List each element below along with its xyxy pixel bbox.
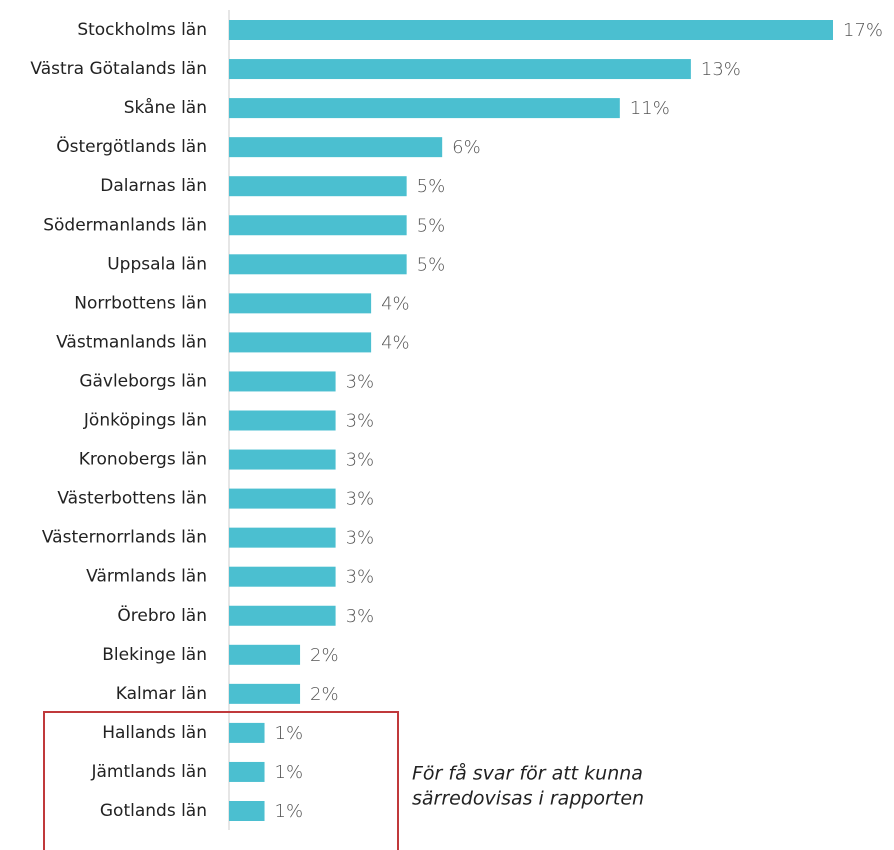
category-label: Norrbottens län	[74, 293, 207, 313]
value-label: 17%	[843, 20, 883, 41]
bar	[229, 215, 407, 236]
bar	[229, 683, 301, 704]
value-label: 3%	[346, 371, 375, 392]
bar	[229, 605, 336, 626]
bar	[229, 98, 620, 119]
value-label: 1%	[275, 801, 304, 822]
category-label: Dalarnas län	[100, 176, 207, 196]
category-label: Gotlands län	[100, 801, 207, 821]
bar	[229, 761, 265, 782]
category-label: Jämtlands län	[90, 762, 207, 782]
value-label: 3%	[346, 528, 375, 549]
category-label: Västernorrlands län	[42, 528, 207, 548]
value-label: 2%	[310, 645, 339, 666]
category-label: Blekinge län	[102, 645, 207, 665]
category-label: Östergötlands län	[56, 135, 207, 157]
category-label: Stockholms län	[77, 20, 207, 40]
bar	[229, 488, 336, 509]
value-label: 1%	[275, 762, 304, 783]
category-label: Kalmar län	[116, 684, 207, 704]
bar	[229, 449, 336, 470]
bar	[229, 722, 265, 743]
category-label: Västra Götalands län	[30, 59, 207, 79]
value-label: 11%	[630, 98, 670, 119]
bar	[229, 293, 372, 314]
value-label: 13%	[701, 59, 741, 80]
bar	[229, 137, 443, 158]
category-label: Örebro län	[117, 604, 207, 626]
bar	[229, 332, 372, 353]
category-label: Västerbottens län	[57, 489, 207, 509]
bar	[229, 254, 407, 275]
value-label: 5%	[417, 215, 446, 236]
bar	[229, 176, 407, 197]
category-label: Gävleborgs län	[79, 371, 207, 391]
annotation: För få svar för att kunna	[412, 762, 643, 785]
value-label: 6%	[452, 137, 481, 158]
bar	[229, 527, 336, 548]
bar	[229, 566, 336, 587]
value-label: 3%	[346, 567, 375, 588]
value-label: 3%	[346, 606, 375, 627]
bar	[229, 59, 691, 80]
value-label: 2%	[310, 684, 339, 705]
bar	[229, 410, 336, 431]
bar	[229, 644, 301, 665]
value-label: 3%	[346, 489, 375, 510]
category-label: Södermanlands län	[43, 215, 207, 235]
highlight-box	[43, 711, 399, 850]
value-label: 3%	[346, 411, 375, 432]
value-label: 5%	[417, 254, 446, 275]
category-label: Skåne län	[124, 97, 207, 118]
value-label: 3%	[346, 450, 375, 471]
bar	[229, 371, 336, 392]
category-label: Västmanlands län	[56, 332, 207, 352]
value-label: 4%	[381, 332, 410, 353]
value-label: 4%	[381, 293, 410, 314]
category-label: Uppsala län	[107, 254, 207, 274]
bar	[229, 801, 265, 821]
value-label: 5%	[417, 176, 446, 197]
category-label: Kronobergs län	[79, 450, 207, 470]
category-label: Jönköpings län	[83, 411, 207, 431]
bar	[229, 20, 833, 40]
annotation: särredovisas i rapporten	[412, 788, 644, 810]
category-label: Värmlands län	[86, 567, 207, 587]
value-label: 1%	[275, 723, 304, 744]
category-label: Hallands län	[102, 723, 207, 743]
